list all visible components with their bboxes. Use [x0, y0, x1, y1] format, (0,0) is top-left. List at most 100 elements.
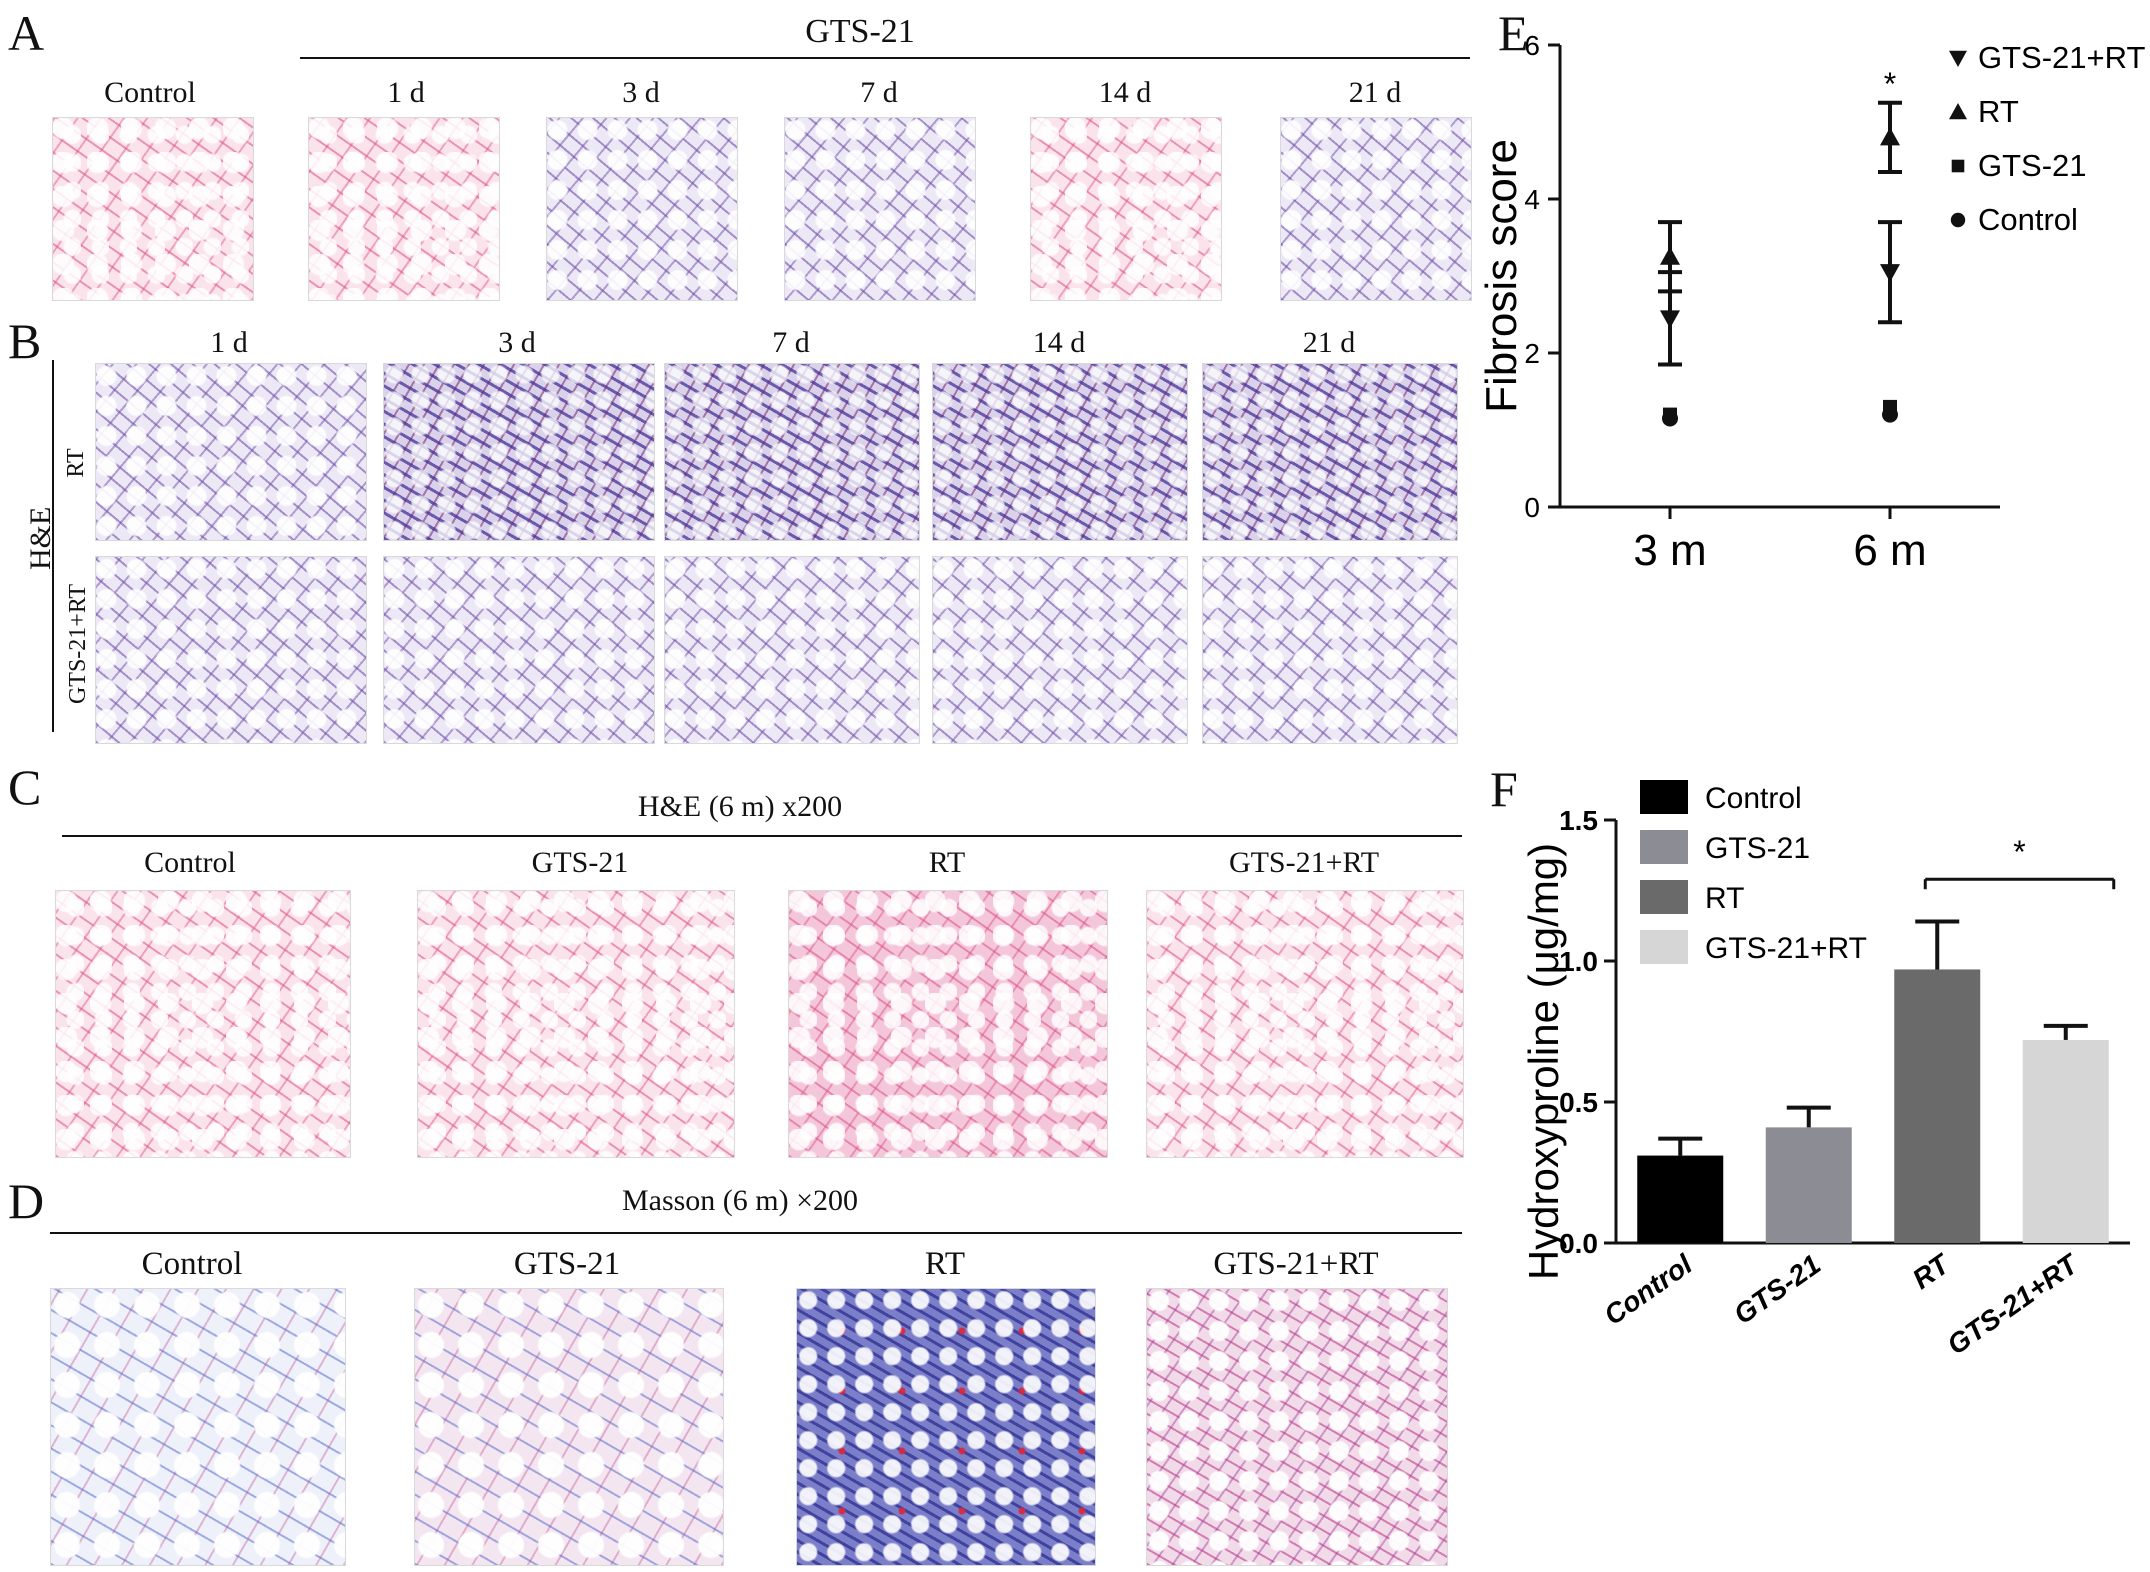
- panel-b-rt-7d: [664, 363, 920, 541]
- panel-a-image-1d: [308, 117, 500, 301]
- panel-d-label-gts21: GTS-21: [513, 1246, 621, 1282]
- panel-letter-f: F: [1490, 761, 1518, 817]
- panel-a-label-control: Control: [104, 76, 196, 109]
- panel-a-image-7d: [784, 117, 976, 301]
- panel-c-image-gts21: [417, 890, 735, 1158]
- panel-d-image-gts21: [414, 1288, 724, 1566]
- panel-b-day-14d: 14 d: [1032, 326, 1086, 359]
- panel-a-label-3d: 3 d: [622, 76, 660, 109]
- f-bar-rt: [1894, 969, 1981, 1243]
- panel-b-stain-label: H&E: [24, 490, 66, 570]
- panel-b-rt-3d: [383, 363, 655, 541]
- e-y-axis-label: Fibrosis score: [1480, 139, 1526, 413]
- panel-d-image-gts21-rt: [1146, 1288, 1448, 1566]
- f-legend-swatch: [1640, 930, 1688, 964]
- e-significance-star: *: [1884, 66, 1896, 102]
- panel-b-day-7d: 7 d: [772, 326, 810, 359]
- panel-c-label-rt: RT: [928, 846, 966, 879]
- panel-a-label-14d: 14 d: [1098, 76, 1152, 109]
- panel-d-image-rt: [796, 1288, 1096, 1566]
- panel-b-gts-rt-21d: [1202, 556, 1458, 744]
- panel-letter-c: C: [8, 759, 42, 815]
- e-legend-marker: [1950, 212, 1966, 228]
- f-legend-swatch: [1640, 830, 1688, 864]
- panel-b-gts-rt-14d: [932, 556, 1188, 744]
- e-x-tick-label: 3 m: [1633, 526, 1706, 575]
- f-legend-label: RT: [1705, 882, 1744, 915]
- panel-b-rt-14d: [932, 363, 1188, 541]
- f-y-axis-label: Hydroxyproline (μg/mg): [1520, 843, 1567, 1280]
- f-legend-label: GTS-21: [1705, 832, 1810, 865]
- e-y-tick-label: 4: [1524, 184, 1540, 215]
- e-y-tick-label: 6: [1524, 30, 1540, 61]
- e-y-tick-label: 2: [1524, 338, 1540, 369]
- e-legend-label: Control: [1978, 202, 2078, 237]
- panel-letter-e: E: [1498, 5, 1529, 61]
- f-y-tick-label: 1.5: [1559, 805, 1598, 836]
- panel-c-image-rt: [788, 890, 1108, 1158]
- panel-a-label-21d: 21 d: [1348, 76, 1402, 109]
- e-point-rt: [1880, 127, 1900, 146]
- f-legend-label: GTS-21+RT: [1705, 932, 1867, 965]
- panel-c-header-line: [62, 835, 1462, 837]
- panel-b-day-21d: 21 d: [1302, 326, 1356, 359]
- f-bar-control: [1637, 1155, 1724, 1243]
- e-point-control: [1662, 410, 1678, 427]
- f-bar-gts-21: [1765, 1127, 1852, 1243]
- hydroxyproline-chart: 0.0 0.5 1.0 1.5 Hydroxyproline (μg/mg) Contro…: [1520, 780, 2130, 1361]
- e-point-gts-21-rt: [1880, 264, 1900, 283]
- e-point-rt: [1660, 246, 1680, 265]
- e-point-gts-21-rt: [1660, 310, 1680, 329]
- f-legend-swatch: [1640, 880, 1688, 914]
- f-x-tick-label: GTS-21+RT: [1942, 1247, 2086, 1361]
- panel-b-rt-21d: [1202, 363, 1458, 541]
- e-legend-marker: [1949, 103, 1967, 120]
- fibrosis-score-chart: 0 2 4 6 3 m 6 m Fibrosis score * GTS-21+RT RT GTS-…: [1480, 30, 2145, 575]
- panel-c-image-control: [55, 890, 351, 1158]
- e-legend-label: GTS-21+RT: [1978, 40, 2145, 75]
- panel-b-gts-rt-7d: [664, 556, 920, 744]
- f-legend-swatch: [1640, 780, 1688, 814]
- panel-d-label-control: Control: [141, 1246, 243, 1282]
- f-x-tick-label: RT: [1907, 1247, 1957, 1295]
- f-legend-label: Control: [1705, 782, 1802, 815]
- panel-a-label-7d: 7 d: [860, 76, 898, 109]
- f-x-tick-label: GTS-21: [1728, 1249, 1826, 1331]
- f-significance-star: *: [2013, 834, 2025, 870]
- panel-c-header: H&E (6 m) x200: [637, 790, 843, 823]
- panel-d-header-line: [50, 1232, 1462, 1234]
- panel-b-day-1d: 1 d: [210, 326, 248, 359]
- e-y-tick-label: 0: [1524, 492, 1540, 523]
- panel-letter-d: D: [8, 1173, 45, 1229]
- panel-a-image-3d: [546, 117, 738, 301]
- panel-b-row-gts-text: GTS-21+RT: [65, 583, 91, 705]
- panel-c-label-gts21-rt: GTS-21+RT: [1228, 846, 1380, 879]
- panel-d-header: Masson (6 m) ×200: [621, 1184, 859, 1217]
- panel-d-label-gts21-rt: GTS-21+RT: [1213, 1246, 1379, 1282]
- panel-d-image-control: [50, 1288, 346, 1566]
- panel-a-image-control: [52, 117, 254, 301]
- f-y-tick-label: 0.5: [1559, 1087, 1598, 1118]
- e-legend-marker: [1949, 50, 1967, 67]
- panel-b-gts-rt-1d: [95, 556, 367, 744]
- panel-c-image-gts21-rt: [1146, 890, 1464, 1158]
- e-legend-label: RT: [1978, 94, 2019, 129]
- panel-b-gts-rt-3d: [383, 556, 655, 744]
- panel-d-label-rt: RT: [924, 1246, 966, 1282]
- e-x-tick-label: 6 m: [1853, 526, 1926, 575]
- panel-a-label-1d: 1 d: [387, 76, 425, 109]
- f-x-tick-label: Control: [1598, 1248, 1698, 1331]
- panel-b-bracket-line: [52, 360, 54, 732]
- panel-b-row-rt-text: RT: [63, 448, 89, 478]
- f-bar-gts-21-rt: [2022, 1039, 2109, 1243]
- e-legend-label: GTS-21: [1978, 148, 2087, 183]
- panel-a-header-line: [300, 57, 1470, 59]
- panel-letter-a: A: [8, 5, 45, 61]
- e-point-control: [1882, 406, 1898, 423]
- panel-b-day-3d: 3 d: [498, 326, 536, 359]
- panel-a-image-21d: [1280, 117, 1472, 301]
- f-y-tick-label: 0.0: [1559, 1228, 1598, 1259]
- panel-a-header: GTS-21: [805, 13, 915, 50]
- panel-letter-b: B: [8, 313, 42, 369]
- panel-c-label-gts21: GTS-21: [531, 846, 629, 879]
